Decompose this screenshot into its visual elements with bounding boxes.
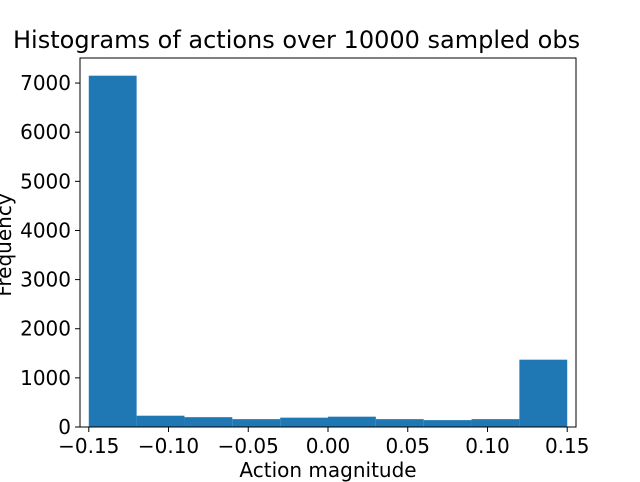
y-tick-label: 5000 bbox=[20, 169, 71, 193]
y-tick-label: 2000 bbox=[20, 317, 71, 341]
axes-frame bbox=[79, 57, 577, 428]
histogram-bar bbox=[423, 420, 472, 427]
y-tick-label: 3000 bbox=[20, 268, 71, 292]
histogram-bar bbox=[328, 416, 376, 427]
histogram-bar bbox=[375, 419, 424, 427]
histogram-bar bbox=[136, 415, 185, 427]
histogram-bar bbox=[471, 419, 520, 427]
x-tick-label: −0.15 bbox=[58, 434, 119, 458]
bars-group bbox=[88, 75, 568, 427]
x-tick-label: 0.05 bbox=[385, 434, 430, 458]
chart-title: Histograms of actions over 10000 sampled… bbox=[13, 26, 581, 54]
x-tick-label: 0.00 bbox=[306, 434, 351, 458]
x-tick-label: 0.15 bbox=[545, 434, 590, 458]
y-tick-label: 7000 bbox=[20, 71, 71, 95]
histogram-bar bbox=[88, 75, 137, 427]
y-tick-label: 0 bbox=[58, 415, 71, 439]
histogram-bar bbox=[184, 417, 233, 427]
histogram-bar bbox=[280, 417, 328, 427]
y-tick-label: 6000 bbox=[20, 120, 71, 144]
x-tick-label: 0.10 bbox=[465, 434, 510, 458]
histogram-bar bbox=[232, 419, 281, 427]
x-tick-label: −0.10 bbox=[138, 434, 199, 458]
y-tick-label: 4000 bbox=[20, 218, 71, 242]
y-tick-label: 1000 bbox=[20, 366, 71, 390]
axes-group: −0.15 −0.10 −0.05 0.00 0.05 0.10 0.15 0 1000 2000… bbox=[20, 57, 590, 458]
x-tick-label: −0.05 bbox=[218, 434, 279, 458]
x-axis-label: Action magnitude bbox=[239, 458, 417, 482]
histogram-bar bbox=[519, 359, 568, 427]
